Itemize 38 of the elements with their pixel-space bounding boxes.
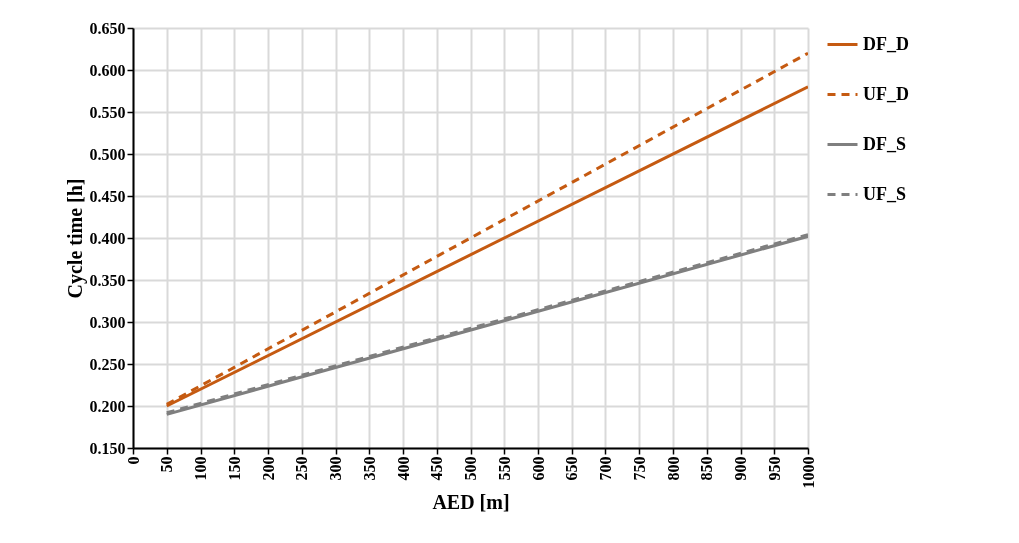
y-tick-label: 0.150	[89, 439, 126, 457]
y-tick-label: 0.650	[89, 19, 126, 37]
legend-label: UF_S	[863, 183, 907, 204]
x-tick-label: 600	[529, 456, 547, 481]
x-tick-label: 50	[158, 456, 176, 473]
y-tick-label: 0.400	[89, 229, 126, 247]
y-tick-label: 0.350	[89, 271, 126, 289]
x-tick-label: 450	[428, 456, 446, 481]
x-tick-label: 650	[563, 456, 581, 481]
x-tick-label: 150	[225, 456, 243, 481]
x-tick-label: 500	[462, 456, 479, 481]
x-tick-label: 400	[394, 456, 412, 481]
x-tick-label: 0	[124, 456, 142, 465]
y-tick-label: 0.550	[89, 103, 126, 121]
x-tick-label: 350	[360, 456, 378, 481]
x-tick-label: 900	[732, 456, 749, 481]
legend-label: DF_D	[863, 33, 909, 54]
x-tick-label: 200	[259, 456, 277, 481]
legend-label: DF_S	[863, 133, 907, 154]
y-tick-label: 0.600	[89, 61, 126, 79]
x-tick-label: 550	[495, 456, 513, 481]
x-tick-label: 700	[597, 456, 614, 481]
y-tick-label: 0.250	[89, 355, 126, 373]
y-axis-title: Cycle time [h]	[63, 178, 87, 299]
y-tick-label: 0.200	[89, 397, 126, 415]
x-tick-label: 850	[698, 456, 716, 481]
y-tick-label: 0.450	[89, 187, 126, 205]
y-tick-label: 0.300	[89, 313, 126, 331]
x-axis-title: AED [m]	[432, 490, 510, 513]
x-tick-label: 300	[327, 456, 344, 481]
x-tick-label: 800	[664, 456, 682, 481]
x-tick-label: 1000	[799, 456, 817, 489]
y-tick-label: 0.500	[89, 145, 126, 163]
x-tick-label: 750	[630, 456, 648, 481]
x-tick-label: 950	[765, 456, 783, 481]
x-tick-label: 250	[293, 456, 311, 481]
x-tick-label: 100	[192, 456, 209, 481]
legend-label: UF_D	[863, 83, 909, 104]
